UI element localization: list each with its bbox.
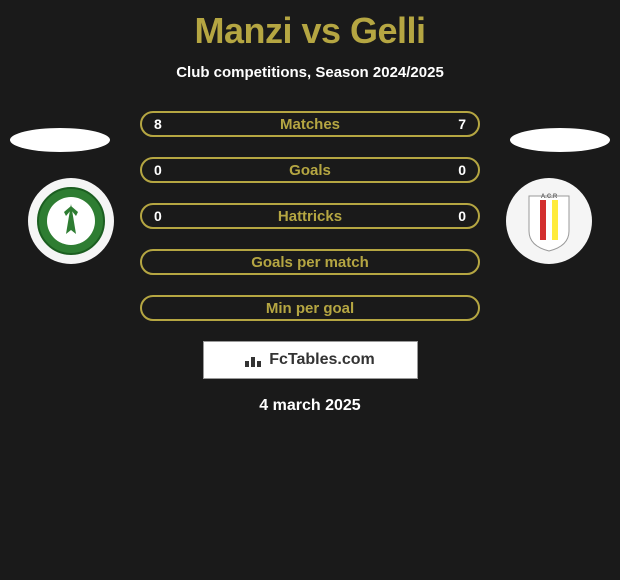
player-left-name-oval <box>10 128 110 152</box>
brand-text: FcTables.com <box>269 351 375 369</box>
generated-date: 4 march 2025 <box>0 397 620 415</box>
stat-label: Matches <box>280 116 340 133</box>
club-badge-right: A.C.R <box>506 178 592 264</box>
stat-value-right: 0 <box>458 162 466 178</box>
stat-value-left: 8 <box>154 116 162 132</box>
stat-row-matches: 8 Matches 7 <box>140 111 480 137</box>
player-right-name-oval <box>510 128 610 152</box>
svg-text:A.C.R: A.C.R <box>541 194 558 200</box>
stat-row-hattricks: 0 Hattricks 0 <box>140 203 480 229</box>
stat-label: Hattricks <box>278 208 342 225</box>
stat-label: Goals <box>289 162 331 179</box>
stat-row-min-per-goal: Min per goal <box>140 295 480 321</box>
stat-value-right: 0 <box>458 208 466 224</box>
club-badge-left <box>28 178 114 264</box>
stat-label: Min per goal <box>266 300 354 317</box>
stat-row-goals: 0 Goals 0 <box>140 157 480 183</box>
bar-chart-icon <box>245 353 263 367</box>
brand-logo-box[interactable]: FcTables.com <box>203 341 418 379</box>
stat-row-goals-per-match: Goals per match <box>140 249 480 275</box>
stat-label: Goals per match <box>251 254 369 271</box>
comparison-subtitle: Club competitions, Season 2024/2025 <box>0 64 620 81</box>
avellino-crest-icon <box>36 186 106 256</box>
stat-value-left: 0 <box>154 162 162 178</box>
comparison-title: Manzi vs Gelli <box>0 0 620 52</box>
stat-value-left: 0 <box>154 208 162 224</box>
messina-crest-icon: A.C.R <box>514 186 584 256</box>
stat-value-right: 7 <box>458 116 466 132</box>
